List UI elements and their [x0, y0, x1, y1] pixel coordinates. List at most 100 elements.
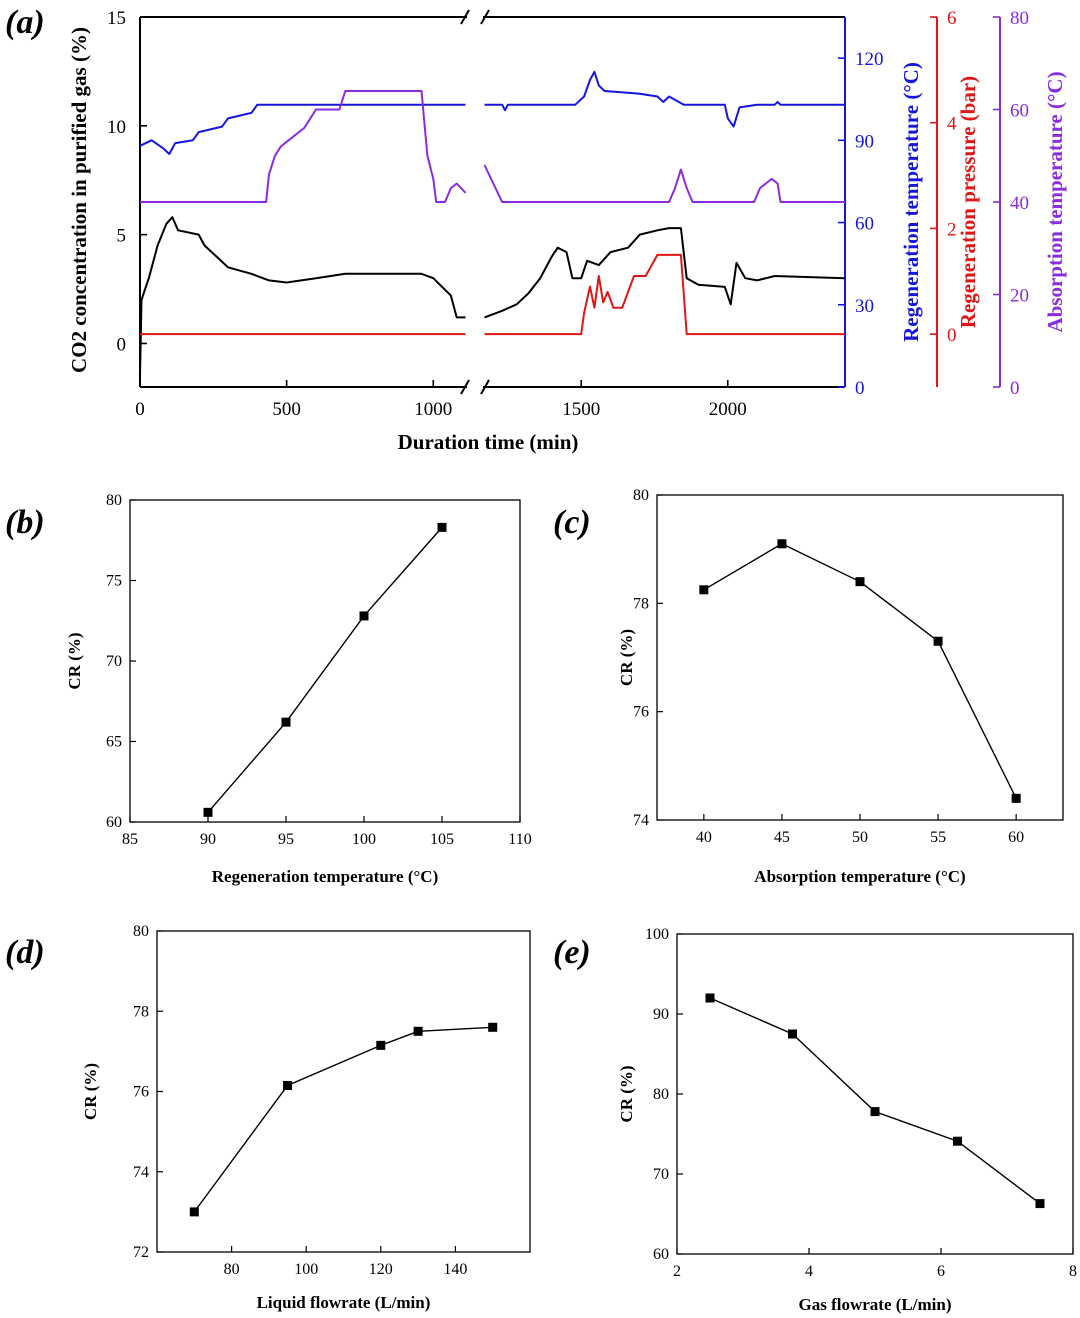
panel-b: 85 90 95 100 105 110 60 65 70 75 80 (b) Regeneration…: [5, 492, 532, 886]
regen-pressure-tick-label: 2: [947, 219, 957, 240]
x-tick-label: 1000: [414, 399, 452, 420]
y-tick-label: 80: [633, 487, 649, 504]
series-line: [193, 1026, 493, 1213]
x-tick-label: 2: [673, 1263, 681, 1280]
x-tick-label: 8: [1069, 1263, 1077, 1280]
regen-pressure-tick-label: 0: [947, 325, 957, 346]
data-point: [855, 577, 865, 587]
x-tick-label: 90: [200, 831, 216, 848]
series-line-absorption-temperature: [140, 90, 467, 203]
x-axis-title: Duration time (min): [398, 430, 579, 454]
regen-temp-tick-label: 30: [855, 296, 874, 317]
x-tick-label: 2000: [709, 399, 747, 420]
x-tick-label: 6: [937, 1263, 945, 1280]
abs-temp-tick-label: 20: [1010, 286, 1029, 307]
abs-temp-tick-label: 0: [1010, 378, 1020, 399]
y-tick-label: 76: [633, 704, 649, 721]
x-axis-title: Regeneration temperature (°C): [212, 867, 438, 886]
regen-pressure-tick-label: 6: [947, 8, 957, 29]
x-tick-label: 100: [352, 831, 376, 848]
series-line-regeneration-temperature: [484, 70, 845, 128]
x-tick-label: 60: [1008, 829, 1024, 846]
x-tick-label: 1500: [562, 399, 600, 420]
data-point: [203, 807, 213, 817]
data-point: [359, 611, 369, 621]
panel-a: 0 500 1000 1500 20000510150306090120Regenera…: [5, 4, 1067, 454]
x-axis-title: Gas flowrate (L/min): [799, 1295, 952, 1314]
y-tick-label: 80: [106, 492, 122, 509]
regen-temp-tick-label: 90: [855, 131, 874, 152]
regen-temp-tick-label: 60: [855, 214, 874, 235]
data-point: [437, 522, 447, 532]
abs-temp-tick-label: 60: [1010, 101, 1029, 122]
x-axis-title: Liquid flowrate (L/min): [257, 1293, 431, 1312]
y-axis-title: CR (%): [81, 1063, 100, 1120]
panel-label: (b): [5, 504, 45, 541]
panel-label: (e): [553, 934, 591, 971]
x-tick-label: 50: [852, 829, 868, 846]
x-axis-title: Absorption temperature (°C): [754, 867, 965, 886]
abs-temp-axis-title: Absorption temperature (°C): [1043, 71, 1067, 332]
data-point: [788, 1029, 797, 1039]
data-point: [870, 1107, 880, 1117]
y-tick-label: 80: [133, 923, 149, 940]
y-tick-label: 15: [107, 8, 126, 29]
plot-frame: [156, 930, 531, 1253]
y-tick-label: 60: [653, 1246, 669, 1263]
data-point: [933, 636, 943, 646]
plot-frame: [129, 499, 521, 823]
series-line-co2-concentration: [484, 227, 846, 319]
x-tick-label: 500: [272, 399, 301, 420]
panel-label: (c): [553, 504, 591, 541]
data-point: [953, 1136, 962, 1146]
x-tick-label: 80: [224, 1261, 240, 1278]
regen-pressure-axis-title: Regeneration pressure (bar): [956, 76, 980, 328]
y-tick-label: 70: [106, 653, 122, 670]
series-line-absorption-temperature: [483, 164, 845, 203]
x-tick-label: 55: [930, 829, 946, 846]
series-line-regeneration-temperature: [139, 103, 466, 155]
x-tick-label: 45: [774, 829, 790, 846]
y-tick-label: 78: [633, 595, 649, 612]
data-point: [283, 1080, 293, 1090]
panel-e: 2 4 6 8 60 70 80 90 100 (e) Gas flowrate (L/min) CR…: [553, 926, 1077, 1314]
y-tick-label: 80: [653, 1086, 669, 1103]
axis-break-mark: [480, 379, 490, 395]
panel-c: 40 45 50 55 60 74 76 78 80 (c) Absorption temperat…: [553, 487, 1064, 886]
y-tick-label: 72: [133, 1244, 149, 1261]
y-tick-label: 76: [133, 1084, 149, 1101]
y-tick-label: 10: [107, 117, 126, 138]
y-tick-label: 65: [106, 734, 122, 751]
data-point: [699, 585, 709, 595]
y-tick-label: 75: [106, 573, 122, 590]
y-tick-label: 5: [117, 226, 127, 247]
y-axis-title: CR (%): [65, 632, 84, 689]
data-point: [1035, 1199, 1045, 1209]
data-point: [488, 1022, 498, 1032]
x-tick-label: 4: [805, 1263, 813, 1280]
data-point: [705, 993, 715, 1003]
regen-pressure-tick-label: 4: [947, 114, 957, 135]
x-tick-label: 140: [443, 1261, 467, 1278]
y-axis-title: CO2 concentration in purified gas (%): [67, 27, 91, 373]
data-point: [777, 539, 787, 549]
series-line-regeneration-pressure: [484, 253, 845, 336]
plot-frame: [676, 933, 1074, 1255]
data-point: [281, 717, 291, 727]
panel-label: (d): [5, 934, 45, 971]
axis-break-mark: [480, 9, 490, 25]
y-tick-label: 100: [645, 926, 669, 943]
series-line: [709, 997, 1041, 1205]
y-tick-label: 70: [653, 1166, 669, 1183]
y-tick-label: 90: [653, 1006, 669, 1023]
y-axis-title: CR (%): [617, 629, 636, 686]
y-tick-label: 78: [133, 1003, 149, 1020]
series-line-co2-concentration: [139, 216, 466, 377]
axis-break-mark: [460, 379, 470, 395]
regen-temp-tick-label: 120: [855, 49, 884, 70]
panel-d: 80 100 120 140 72 74 76 78 80 (d) Liquid flowrate …: [5, 923, 531, 1312]
panel-label: (a): [5, 4, 45, 41]
data-point: [189, 1207, 199, 1217]
x-tick-label: 95: [278, 831, 294, 848]
